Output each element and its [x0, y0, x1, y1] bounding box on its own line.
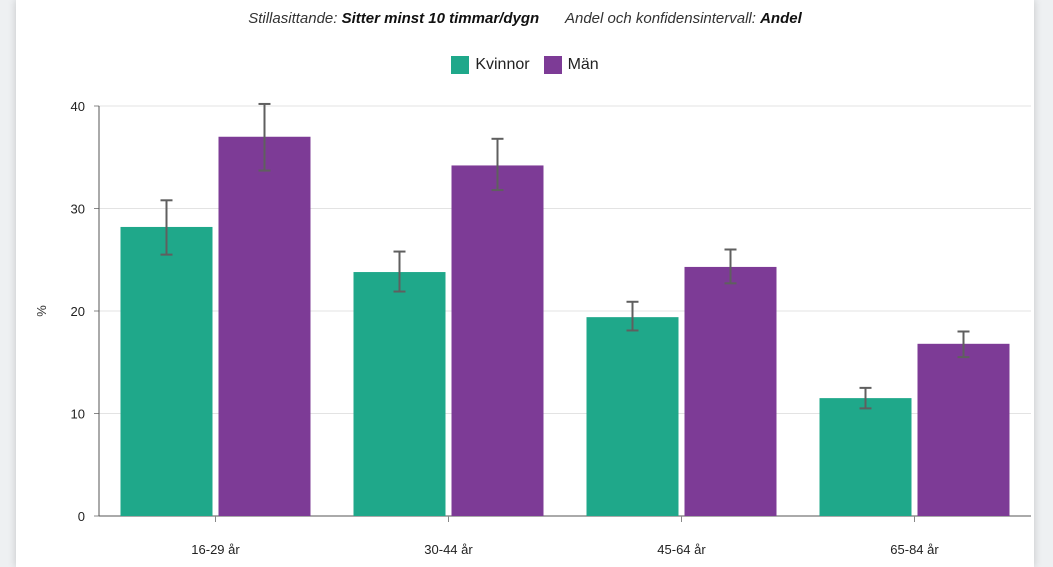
x-tick-label: 30-44 år	[424, 542, 473, 557]
bar-kvinnor	[819, 398, 912, 516]
x-tick-label: 16-29 år	[191, 542, 240, 557]
bar-man	[917, 343, 1010, 516]
legend-label-man: Män	[567, 56, 599, 73]
bar-man	[451, 165, 544, 516]
chart-card: Stillasittande: Sitter minst 10 timmar/d…	[16, 0, 1034, 567]
bar-kvinnor	[353, 272, 446, 516]
bar-kvinnor	[120, 226, 213, 516]
x-tick-label: 45-64 år	[657, 542, 706, 557]
y-tick-label: 40	[71, 99, 85, 114]
y-tick-label: 10	[71, 407, 85, 422]
chart-subtitle: Stillasittande: Sitter minst 10 timmar/d…	[16, 10, 1034, 27]
legend-swatch-kvinnor	[451, 56, 470, 74]
legend-item-kvinnor[interactable]: Kvinnor	[451, 56, 530, 74]
y-tick-label: 30	[71, 202, 85, 217]
legend-swatch-man	[543, 56, 562, 74]
bar-kvinnor	[586, 317, 679, 516]
y-tick-label: 0	[78, 509, 85, 524]
filter2-value: Andel	[760, 10, 802, 27]
bar-man	[218, 136, 311, 516]
chart-legend: Kvinnor Män	[16, 56, 1034, 74]
x-tick-label: 65-84 år	[890, 542, 939, 557]
bar-chart: 0 10 20 30 40% 16-29 år 30-44 år 45-64 år 65-84 …	[34, 99, 1031, 557]
legend-label-kvinnor: Kvinnor	[475, 56, 530, 73]
y-tick-label: 20	[71, 304, 85, 319]
filter1-value: Sitter minst 10 timmar/dygn	[341, 10, 540, 27]
filter2-label: Andel och konfidensintervall:	[564, 10, 756, 27]
legend-item-man[interactable]: Män	[543, 56, 599, 74]
filter1-label: Stillasittande:	[248, 10, 338, 27]
bar-man	[684, 266, 777, 516]
y-axis-label: %	[34, 305, 49, 317]
